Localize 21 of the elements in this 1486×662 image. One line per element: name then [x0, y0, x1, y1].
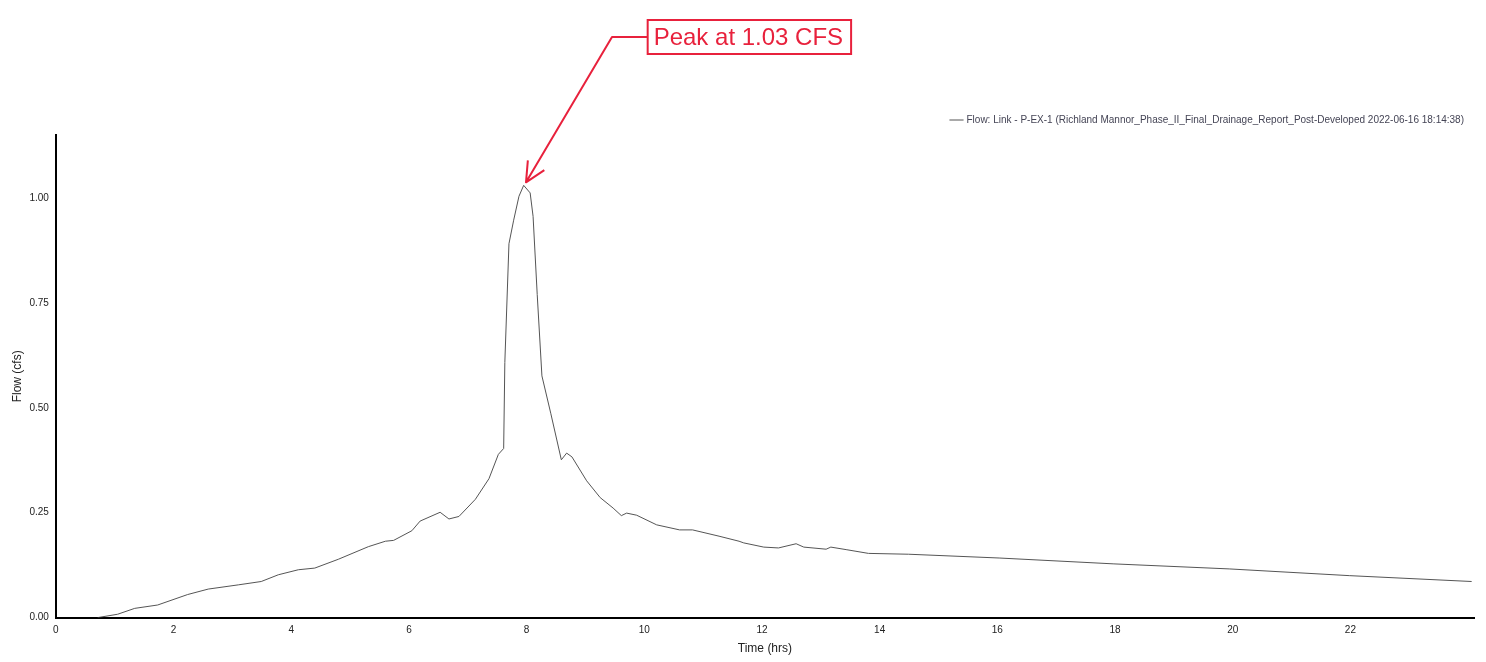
legend-label: Flow: Link - P-EX-1 (Richland Mannor_Phase_II_Final_Drainage_Report_Post-Developed 2022-06-16 18:14:38)	[966, 113, 1465, 125]
x-tick-label: 8	[523, 624, 530, 636]
y-axis-title: Flow (cfs)	[9, 350, 24, 403]
x-axis-title: Time (hrs)	[737, 641, 793, 656]
x-tick-label: 2	[170, 624, 177, 636]
y-tick-label: 0.75	[29, 296, 50, 308]
x-tick-label: 6	[406, 624, 413, 636]
x-tick-label: 14	[874, 624, 886, 636]
x-tick-label: 4	[288, 624, 295, 636]
x-tick-label: 20	[1227, 624, 1239, 636]
x-tick-label: 22	[1344, 624, 1357, 636]
y-tick-label: 0.50	[29, 401, 50, 413]
x-tick-label: 10	[638, 624, 651, 636]
annotation: Peak at 1.03 CFS	[653, 22, 844, 50]
x-tick-label: 0	[53, 624, 60, 636]
x-tick-label: 12	[756, 624, 768, 636]
y-tick-label: 0.25	[29, 506, 50, 518]
x-tick-label: 18	[1109, 624, 1122, 636]
y-tick-label: 1.00	[29, 191, 50, 203]
y-tick-label: 0.00	[29, 611, 50, 623]
x-tick-label: 16	[991, 624, 1004, 636]
